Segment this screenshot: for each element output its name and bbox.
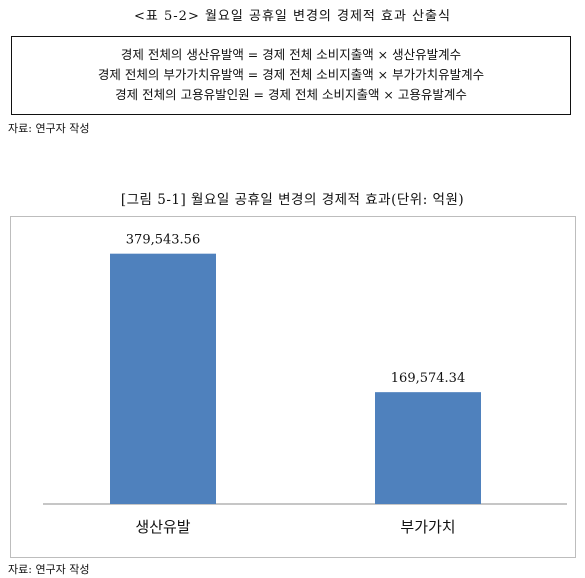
formula-value-added: 경제 전체의 부가가치유발액 = 경제 전체 소비지출액 × 부가가치유발계수: [97, 67, 485, 82]
chart-frame: 379,543.56 생산유발 169,574.34 부가가치: [10, 216, 576, 558]
bar-chart: 379,543.56 생산유발 169,574.34 부가가치: [43, 233, 567, 536]
bar-1: [375, 392, 481, 504]
formula-employment: 경제 전체의 고용유발인원 = 경제 전체 소비지출액 × 고용유발계수: [115, 87, 467, 102]
table-source-note: 자료: 연구자 작성: [8, 122, 90, 135]
formula-box: 경제 전체의 생산유발액 = 경제 전체 소비지출액 × 생산유발계수 경제 전…: [11, 36, 571, 115]
figure-title: [그림 5-1] 월요일 공휴일 변경의 경제적 효과(단위: 억원): [120, 192, 465, 208]
x-tick-label-0: 생산유발: [135, 518, 190, 536]
figure-source-note: 자료: 연구자 작성: [8, 563, 90, 576]
data-label-0: 379,543.56: [126, 233, 200, 248]
formula-production: 경제 전체의 생산유발액 = 경제 전체 소비지출액 × 생산유발계수: [120, 47, 462, 62]
x-tick-label-1: 부가가치: [400, 518, 455, 536]
data-label-1: 169,574.34: [391, 371, 465, 386]
table-title: <표 5-2> 월요일 공휴일 변경의 경제적 효과 산출식: [134, 9, 451, 24]
bar-0: [110, 253, 216, 504]
